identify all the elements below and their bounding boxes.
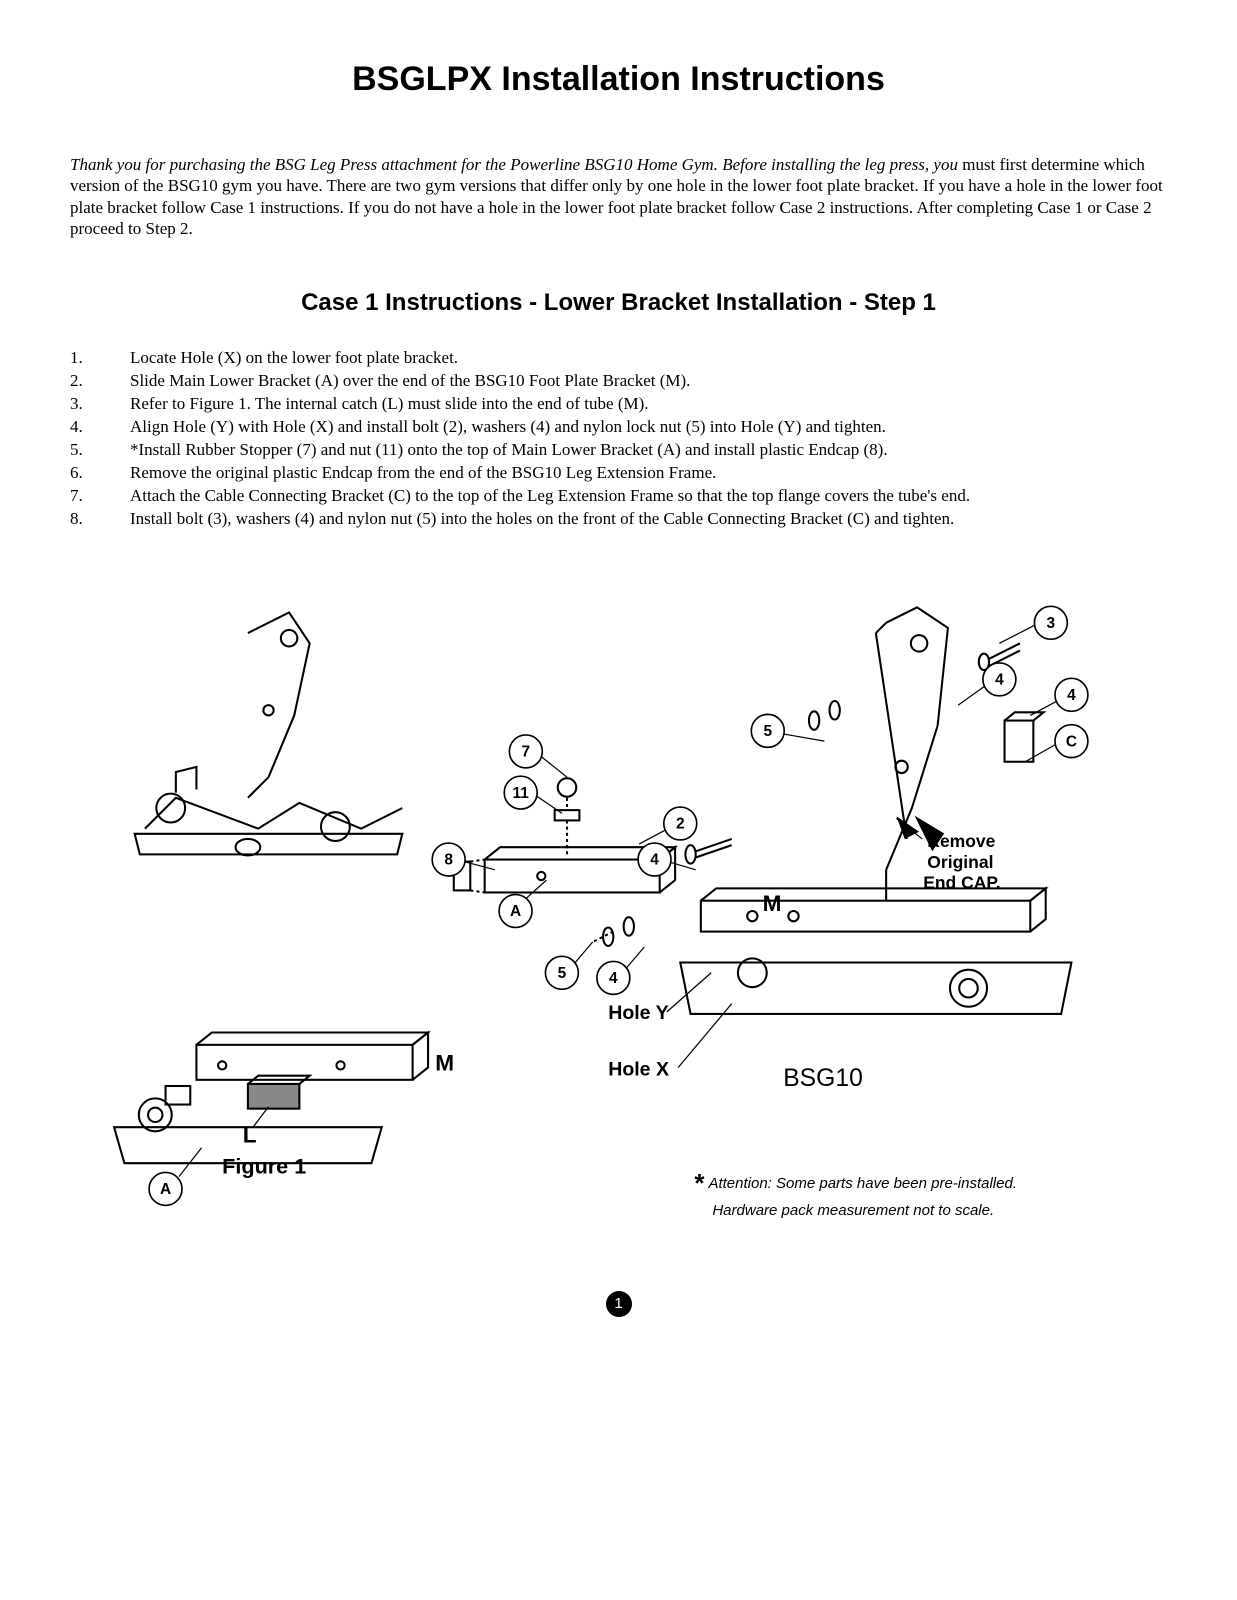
step-num: 5.: [70, 439, 130, 462]
step-row: 8.Install bolt (3), washers (4) and nylo…: [70, 508, 1167, 531]
svg-text:A: A: [160, 1181, 171, 1198]
assembly-diagram: 3 4 4 5 C 7 11 2 8 4 A 5 4 A M RemoveOriginalEnd CAP. H…: [70, 561, 1167, 1261]
step-num: 3.: [70, 393, 130, 416]
section-title: Case 1 Instructions - Lower Bracket Inst…: [70, 289, 1167, 317]
svg-text:3: 3: [1047, 614, 1056, 631]
intro-paragraph: Thank you for purchasing the BSG Leg Pre…: [70, 154, 1167, 239]
svg-text:Figure 1: Figure 1: [222, 1153, 306, 1178]
svg-text:End CAP.: End CAP.: [923, 872, 1000, 892]
footnote-line1: Attention: Some parts have been pre-inst…: [708, 1175, 1017, 1192]
svg-text:5: 5: [558, 964, 567, 981]
step-text: Attach the Cable Connecting Bracket (C) …: [130, 485, 1167, 508]
intro-italic: Thank you for purchasing the BSG Leg Pre…: [70, 155, 958, 174]
svg-text:4: 4: [609, 970, 618, 987]
svg-text:BSG10: BSG10: [783, 1065, 863, 1092]
page-number-badge: 1: [606, 1291, 632, 1317]
step-num: 2.: [70, 370, 130, 393]
svg-text:M: M: [435, 1050, 454, 1075]
left-assembly-icon: [135, 612, 403, 855]
step-row: 2.Slide Main Lower Bracket (A) over the …: [70, 370, 1167, 393]
right-frame-icon: [680, 607, 1071, 1014]
step-text: *Install Rubber Stopper (7) and nut (11)…: [130, 439, 1167, 462]
step-row: 7.Attach the Cable Connecting Bracket (C…: [70, 485, 1167, 508]
page-title: BSGLPX Installation Instructions: [70, 60, 1167, 99]
svg-text:A: A: [510, 903, 521, 920]
svg-text:Hole X: Hole X: [608, 1058, 669, 1080]
step-num: 7.: [70, 485, 130, 508]
step-row: 4.Align Hole (Y) with Hole (X) and insta…: [70, 416, 1167, 439]
step-row: 5.*Install Rubber Stopper (7) and nut (1…: [70, 439, 1167, 462]
step-row: 1.Locate Hole (X) on the lower foot plat…: [70, 347, 1167, 370]
step-text: Locate Hole (X) on the lower foot plate …: [130, 347, 1167, 370]
figure1-icon: [114, 1032, 428, 1163]
step-num: 1.: [70, 347, 130, 370]
svg-text:L: L: [243, 1122, 257, 1147]
step-text: Refer to Figure 1. The internal catch (L…: [130, 393, 1167, 416]
step-text: Remove the original plastic Endcap from …: [130, 462, 1167, 485]
footnote-line2: Hardware pack measurement not to scale.: [712, 1202, 994, 1219]
page-number: 1: [70, 1291, 1167, 1317]
step-text: Align Hole (Y) with Hole (X) and install…: [130, 416, 1167, 439]
step-num: 8.: [70, 508, 130, 531]
svg-text:4: 4: [995, 671, 1004, 688]
svg-text:Remove: Remove: [927, 831, 995, 851]
svg-text:M: M: [763, 891, 782, 916]
step-row: 3.Refer to Figure 1. The internal catch …: [70, 393, 1167, 416]
step-text: Slide Main Lower Bracket (A) over the en…: [130, 370, 1167, 393]
step-row: 6.Remove the original plastic Endcap fro…: [70, 462, 1167, 485]
asterisk-icon: *: [694, 1168, 704, 1198]
svg-text:Hole Y: Hole Y: [608, 1002, 668, 1024]
svg-text:11: 11: [513, 784, 530, 801]
svg-text:4: 4: [650, 851, 659, 868]
steps-list: 1.Locate Hole (X) on the lower foot plat…: [70, 347, 1167, 531]
svg-text:2: 2: [676, 815, 685, 832]
step-text: Install bolt (3), washers (4) and nylon …: [130, 508, 1167, 531]
step-num: 4.: [70, 416, 130, 439]
svg-text:8: 8: [444, 851, 453, 868]
svg-text:Original: Original: [927, 851, 993, 871]
footnote: *Attention: Some parts have been pre-ins…: [694, 1167, 1017, 1220]
svg-text:5: 5: [763, 723, 772, 740]
center-exploded-icon: [454, 778, 732, 946]
svg-text:C: C: [1066, 733, 1077, 750]
svg-text:7: 7: [522, 743, 531, 760]
diagram-svg: 3 4 4 5 C 7 11 2 8 4 A 5 4 A M RemoveOriginalEnd CAP. H…: [70, 561, 1167, 1261]
svg-text:4: 4: [1067, 686, 1076, 703]
step-num: 6.: [70, 462, 130, 485]
